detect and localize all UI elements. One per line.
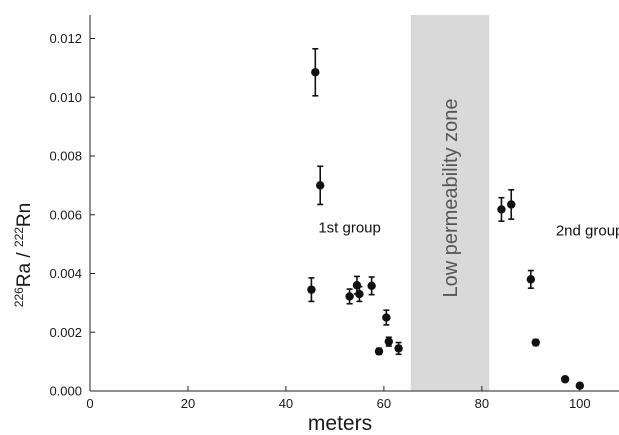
x-tick-label: 60 [377, 396, 391, 411]
plot-area: Low permeability zone 0.000 0.002 0.004 0.00… [49, 15, 619, 411]
data-point [374, 347, 384, 356]
y-tick-label: 0.010 [49, 90, 82, 105]
data-point [384, 337, 393, 346]
x-tick-label: 40 [279, 396, 293, 411]
y-axis-title-superscript-2: 222 [12, 227, 26, 247]
x-tick-label: 20 [181, 396, 195, 411]
data-point [316, 181, 325, 190]
group-annotation: 1st group [318, 219, 381, 236]
y-tick-label: 0.002 [49, 325, 82, 340]
data-point [526, 275, 536, 284]
shaded-region-label: Low permeability zone [440, 99, 462, 298]
x-axis-title: meters [308, 412, 372, 435]
data-point [367, 281, 376, 291]
data-point [575, 381, 585, 390]
data-point [507, 200, 516, 209]
x-tick-label: 0 [86, 396, 93, 411]
group-annotation: 2nd group [556, 222, 619, 239]
data-point [394, 344, 403, 353]
x-tick-label: 100 [569, 396, 591, 411]
y-axis-title-part-1: Ra / [14, 247, 35, 287]
data-point [311, 68, 320, 77]
data-point [382, 313, 391, 322]
y-axis-title-part-2: Rn [14, 203, 35, 227]
data-point [355, 289, 364, 299]
data-point [531, 338, 540, 347]
y-tick-label: 0.008 [49, 149, 82, 164]
data-point [307, 285, 316, 294]
y-axis-title: 226Ra / 222Rn [12, 203, 35, 307]
y-tick-label: 0.006 [49, 207, 82, 222]
x-tick-label: 80 [475, 396, 489, 411]
data-point [560, 375, 570, 384]
y-tick-label: 0.004 [49, 266, 82, 281]
shaded-region [410, 15, 490, 391]
data-point [497, 205, 506, 214]
y-tick-label: 0.000 [49, 384, 82, 399]
data-point [345, 292, 354, 301]
y-axis-title-superscript-1: 226 [12, 287, 26, 307]
y-tick-label: 0.012 [49, 31, 82, 46]
